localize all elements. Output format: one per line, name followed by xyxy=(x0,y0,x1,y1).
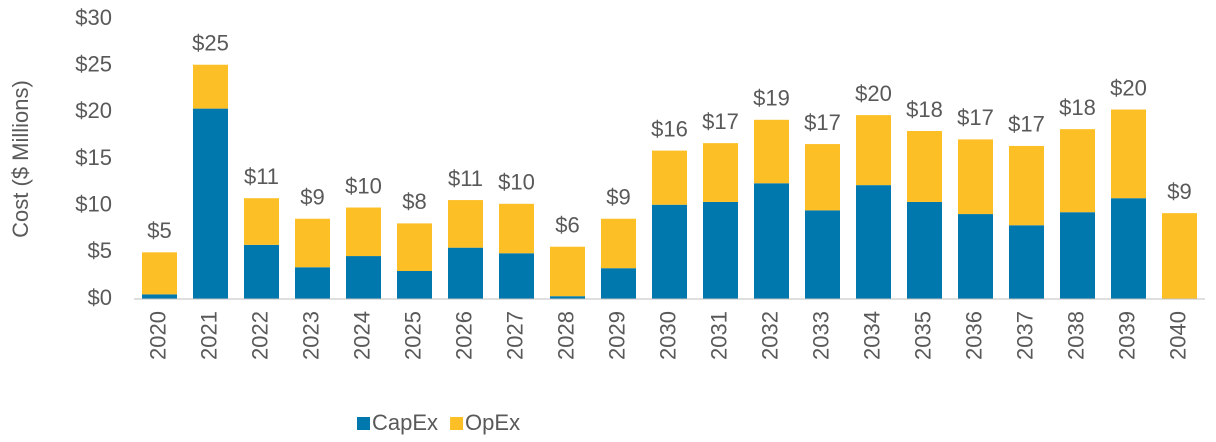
bar-segment xyxy=(1162,213,1197,299)
x-tick-label: 2040 xyxy=(1165,311,1190,360)
legend-label: CapEx xyxy=(372,410,438,435)
total-label: $17 xyxy=(702,109,739,134)
bar-segment xyxy=(703,201,738,299)
bar-segment xyxy=(703,143,738,202)
total-label: $18 xyxy=(1059,95,1096,120)
bar-segment xyxy=(754,183,789,299)
total-label: $19 xyxy=(753,86,790,111)
bar-segment xyxy=(550,296,585,299)
total-label: $17 xyxy=(1008,112,1045,137)
bar-segment xyxy=(346,256,381,299)
bar-segment xyxy=(142,252,177,295)
bar-segment xyxy=(397,223,432,271)
total-label: $20 xyxy=(1110,75,1147,100)
total-label: $6 xyxy=(555,213,579,238)
bar-segment xyxy=(907,201,942,299)
total-label: $17 xyxy=(804,110,841,135)
bar-segment xyxy=(448,247,483,299)
bar-segment xyxy=(1009,145,1044,226)
x-tick-label: 2039 xyxy=(1114,311,1139,360)
legend-swatch xyxy=(357,417,370,430)
total-label: $25 xyxy=(192,31,229,56)
x-tick-label: 2022 xyxy=(247,311,272,360)
legend-label: OpEx xyxy=(465,410,520,435)
bar-segment xyxy=(1060,129,1095,213)
bar-segment xyxy=(1111,198,1146,299)
total-label: $11 xyxy=(244,164,279,189)
x-tick-label: 2023 xyxy=(298,311,323,360)
x-tick-label: 2027 xyxy=(502,311,527,360)
x-tick-label: 2030 xyxy=(655,311,680,360)
bar-segment xyxy=(142,294,177,299)
total-label: $10 xyxy=(498,170,535,195)
bar-segment xyxy=(601,218,636,269)
y-tick-label: $30 xyxy=(75,5,112,30)
total-label: $9 xyxy=(1167,179,1191,204)
bar-segment xyxy=(397,271,432,299)
x-tick-label: 2035 xyxy=(910,311,935,360)
bar-segment xyxy=(754,119,789,184)
legend-swatch xyxy=(450,417,464,430)
y-tick-label: $10 xyxy=(75,191,112,216)
bar-segment xyxy=(193,64,228,109)
bar-segment xyxy=(499,203,534,254)
x-tick-label: 2037 xyxy=(1012,311,1037,360)
total-label: $8 xyxy=(402,189,426,214)
bar-segment xyxy=(244,198,279,245)
y-tick-label: $0 xyxy=(88,285,112,310)
bar-segment xyxy=(958,214,993,299)
bar-segment xyxy=(856,185,891,299)
bar-segment xyxy=(652,204,687,299)
x-tick-label: 2031 xyxy=(706,311,731,360)
x-tick-label: 2033 xyxy=(808,311,833,360)
total-label: $9 xyxy=(606,185,630,210)
total-label: $5 xyxy=(147,218,171,243)
total-label: $11 xyxy=(448,166,483,191)
total-label: $10 xyxy=(345,173,382,198)
bar-segment xyxy=(958,139,993,215)
bar-segment xyxy=(805,210,840,299)
y-tick-label: $5 xyxy=(88,238,112,263)
x-tick-label: 2020 xyxy=(145,311,170,360)
total-label: $9 xyxy=(300,185,324,210)
bar-segment xyxy=(1009,225,1044,299)
y-axis-label: Cost ($ Millions) xyxy=(8,80,33,238)
total-label: $18 xyxy=(906,97,943,122)
y-tick-label: $15 xyxy=(75,145,112,170)
bar-segment xyxy=(652,150,687,205)
total-label: $16 xyxy=(651,116,688,141)
x-tick-label: 2025 xyxy=(400,311,425,360)
x-tick-label: 2029 xyxy=(604,311,629,360)
total-label: $17 xyxy=(957,105,994,130)
x-tick-label: 2026 xyxy=(451,311,476,360)
x-tick-label: 2028 xyxy=(553,311,578,360)
bar-segment xyxy=(244,244,279,299)
y-tick-label: $20 xyxy=(75,98,112,123)
y-tick-label: $25 xyxy=(75,51,112,76)
bar-segment xyxy=(295,218,330,268)
bar-segment xyxy=(295,267,330,299)
bar-segment xyxy=(499,253,534,299)
total-label: $20 xyxy=(855,81,892,106)
x-tick-label: 2024 xyxy=(349,311,374,360)
x-tick-label: 2032 xyxy=(757,311,782,360)
x-tick-label: 2021 xyxy=(196,311,221,360)
x-tick-label: 2036 xyxy=(961,311,986,360)
bar-segment xyxy=(448,200,483,248)
bar-segment xyxy=(856,115,891,186)
bar-segment xyxy=(1060,212,1095,299)
bar-segment xyxy=(550,246,585,297)
bar-segment xyxy=(805,144,840,211)
x-tick-label: 2038 xyxy=(1063,311,1088,360)
bar-segment xyxy=(1111,109,1146,199)
bar-segment xyxy=(601,268,636,299)
bar-segment xyxy=(907,131,942,202)
bar-segment xyxy=(346,207,381,257)
x-tick-label: 2034 xyxy=(859,311,884,360)
bar-segment xyxy=(193,108,228,299)
